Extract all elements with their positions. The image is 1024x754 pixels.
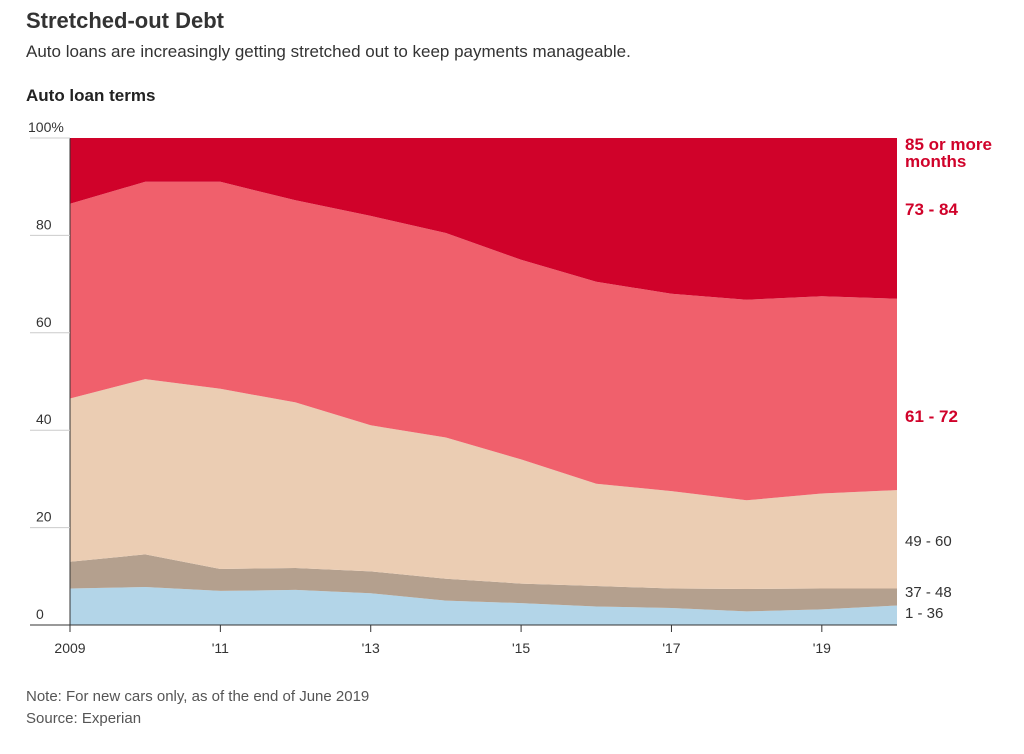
series-labels: 1 - 36 37 - 48 49 - 60 61 - 72 73 - 84 85 or … [905,135,992,622]
y-tick-label: 100% [28,119,64,135]
x-tick-label: '11 [212,640,229,656]
series-label-37-48: 37 - 48 [905,584,952,601]
chart-source: Source: Experian [26,710,142,727]
x-tick-label: '13 [362,640,380,656]
x-tick-label: '19 [813,640,831,656]
x-tick-label: 2009 [54,640,85,656]
area-37-48 [70,554,897,612]
x-tick-label: '17 [662,640,680,656]
y-axis-ticks: 0 20 40 60 80 100% [28,119,70,622]
y-tick-label: 0 [36,606,44,622]
chart-subtitle: Auto loans are increasingly getting stre… [26,42,631,61]
y-tick-label: 80 [36,216,52,232]
series-label-1-36: 1 - 36 [905,605,943,622]
area-49-60 [70,379,897,589]
y-tick-label: 60 [36,314,52,330]
series-label-61-72: 61 - 72 [905,407,958,426]
x-axis-ticks: 2009 '11 '13 '15 '17 '19 [54,625,831,656]
chart-note: Note: For new cars only, as of the end o… [26,688,370,705]
y-tick-label: 20 [36,509,52,525]
x-tick-label: '15 [512,640,530,656]
area-73-84 [70,138,897,300]
y-tick-label: 40 [36,411,52,427]
series-label-85-or-more-months: 85 or more months [905,135,992,171]
chart-axis-caption: Auto loan terms [26,86,156,105]
plot-grid [30,138,897,626]
series-label-73-84: 73 - 84 [905,200,958,219]
area-61-72 [70,181,897,501]
series-label-49-60: 49 - 60 [905,533,952,550]
plot-areas [70,138,897,625]
area-1-36 [70,587,897,625]
chart-title: Stretched-out Debt [26,8,224,33]
stacked-area-chart: 0 20 40 60 80 100% 2009 '11 '13 '15 '17 '19 1 - 36… [28,119,992,656]
